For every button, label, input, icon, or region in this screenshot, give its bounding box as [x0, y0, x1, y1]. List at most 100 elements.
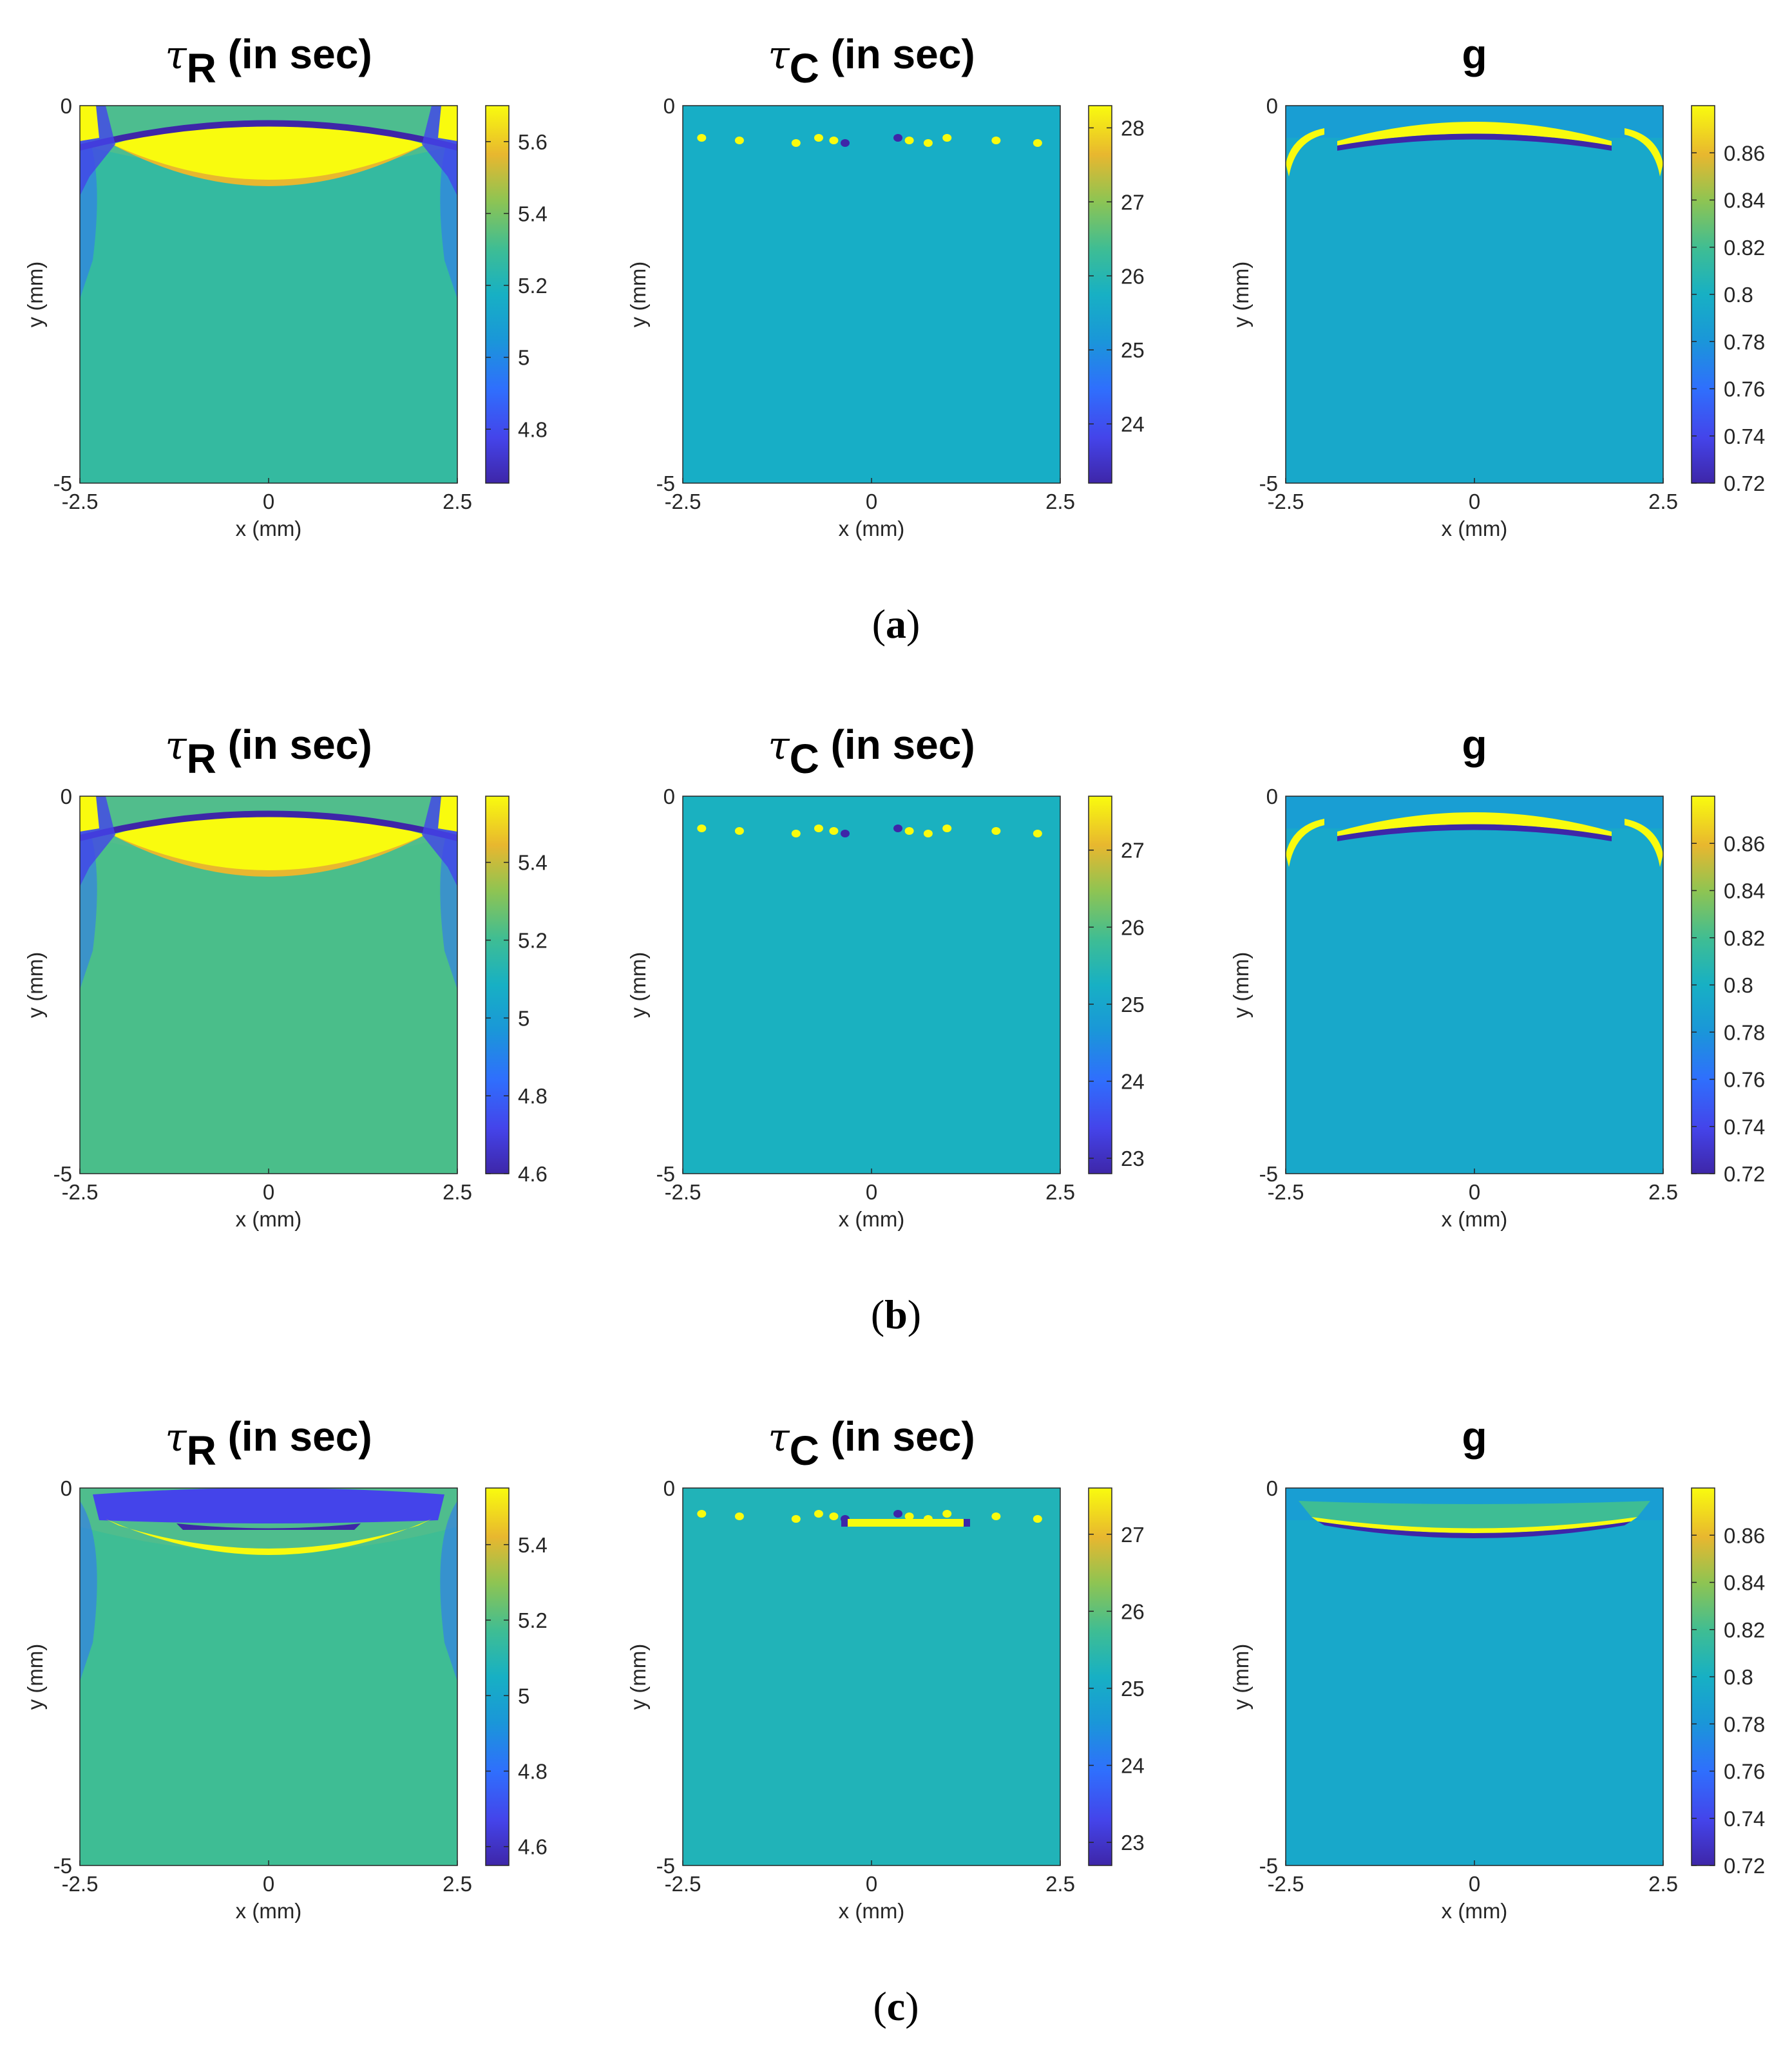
colorbar-tick-label: 4.8: [518, 1760, 548, 1784]
heatmap-dot: [1033, 830, 1042, 837]
heatmap-dot: [840, 830, 850, 837]
colorbar-tick-label: 0.74: [1724, 425, 1765, 448]
heatmap-dot: [829, 1512, 839, 1520]
heatmap-corner-right-yellow: [438, 796, 457, 832]
y-tick-label: 0: [1266, 785, 1278, 808]
colorbar-tick-label: 5.4: [518, 1533, 548, 1557]
heatmap-lens-yellow: [112, 122, 425, 183]
y-axis-label: y (mm): [626, 952, 650, 1018]
heatmap-lens-edge: [112, 144, 425, 186]
colorbar-tick-label: 23: [1121, 1831, 1145, 1855]
colorbar-tick-label: 0.8: [1724, 973, 1753, 997]
x-axis-label: x (mm): [236, 517, 302, 540]
x-tick-label: -2.5: [665, 490, 701, 513]
colorbar-tick-label: 0.78: [1724, 1020, 1765, 1044]
y-tick-label: 0: [663, 94, 675, 118]
heatmap-arc-dark: [1337, 133, 1612, 151]
colorbar-tick-label: 0.72: [1724, 1162, 1765, 1186]
panel-a-2-title: τC (in sec): [768, 31, 975, 91]
colorbar-tick-label: 0.74: [1724, 1115, 1765, 1139]
colorbar-tick-label: 0.82: [1724, 1618, 1765, 1642]
heatmap-arc-dark: [80, 120, 457, 151]
colorbar-tick-label: 0.86: [1724, 141, 1765, 165]
row-label-b: (b): [871, 1292, 921, 1337]
x-tick-label: 2.5: [1045, 1180, 1075, 1204]
panel-b-3: g -2.5 0 2.5 0 -5 x (mm) y (mm) 0.86 0.84 0.82 0.8 0…: [1229, 721, 1765, 1231]
heatmap-dot: [1033, 139, 1042, 147]
colorbar-tick-label: 0.78: [1724, 1712, 1765, 1736]
heatmap-region-right: [440, 1501, 457, 1681]
heatmap-dot: [893, 134, 903, 142]
x-tick-label: 2.5: [1045, 1872, 1075, 1896]
y-tick-label: 0: [663, 785, 675, 808]
heatmap-dot: [697, 825, 707, 832]
heatmap-dot: [991, 1512, 1001, 1520]
y-tick-label: -5: [53, 1162, 72, 1186]
heatmap-dot: [923, 139, 933, 147]
panel-b-2: τC (in sec) -2.5 0 2.5 0 -5 x (mm) y (mm) 27 26 25…: [626, 721, 1145, 1231]
heatmap-bar-yellow: [844, 1519, 966, 1527]
colorbar-tick-label: 0.82: [1724, 926, 1765, 950]
x-axis-label: x (mm): [839, 517, 905, 540]
heatmap-background: [683, 106, 1060, 483]
heatmap-corner-left: [1286, 128, 1324, 176]
x-tick-label: 0: [1469, 1872, 1480, 1896]
colorbar: [1088, 796, 1112, 1174]
heatmap-corner-left: [1286, 819, 1324, 867]
colorbar-tick-label: 0.72: [1724, 472, 1765, 495]
panel-c-2: τC (in sec) -2.5 0 2.5 0 -5 x (mm) y (mm) 27 26 25…: [626, 1413, 1145, 1923]
colorbar-tick-label: 5.2: [518, 274, 548, 298]
heatmap-corner-right: [1625, 819, 1663, 867]
x-axis-label: x (mm): [839, 1899, 905, 1923]
heatmap-lens-yellow: [112, 812, 425, 873]
heatmap-background: [683, 1488, 1060, 1865]
x-axis-label: x (mm): [839, 1207, 905, 1231]
heatmap-dot: [791, 830, 801, 837]
panel-b-1: τR (in sec) -2.5 0 2.5 0 -5 x (mm) y (mm) 5.4 5.2…: [23, 721, 548, 1231]
heatmap-dot: [840, 139, 850, 147]
y-axis-label: y (mm): [1229, 952, 1253, 1018]
colorbar: [1088, 1487, 1112, 1866]
x-tick-label: -2.5: [665, 1180, 701, 1204]
colorbar-tick-label: 4.8: [518, 417, 548, 441]
heatmap-dot: [814, 1510, 823, 1518]
colorbar: [485, 105, 510, 484]
colorbar-tick-label: 24: [1121, 1754, 1145, 1778]
panel-a-3: g -2.5 0 2.5 0 -5 x (mm) y (mm) 0.86 0.84 0.82 0.8 0…: [1229, 31, 1765, 540]
heatmap-dot: [791, 139, 801, 147]
colorbar-tick-label: 27: [1121, 190, 1145, 214]
heatmap-dot: [904, 1512, 914, 1520]
colorbar: [1088, 105, 1112, 484]
y-tick-label: -5: [53, 1854, 72, 1878]
y-axis-label: y (mm): [1229, 1644, 1253, 1710]
colorbar: [485, 1487, 510, 1866]
x-axis-label: x (mm): [1442, 517, 1508, 540]
colorbar-tick-label: 23: [1121, 1147, 1145, 1170]
x-tick-label: 0: [866, 1872, 877, 1896]
x-tick-label: -2.5: [62, 490, 99, 513]
heatmap-background: [1286, 1488, 1663, 1865]
x-axis-label: x (mm): [1442, 1207, 1508, 1231]
x-tick-label: 2.5: [443, 490, 472, 513]
x-tick-label: 2.5: [1648, 490, 1678, 513]
x-tick-label: 2.5: [1648, 1872, 1678, 1896]
colorbar-tick-label: 4.6: [518, 1835, 548, 1859]
heatmap-background: [1286, 796, 1663, 1174]
heatmap-dot: [829, 827, 839, 835]
colorbar-tick-label: 25: [1121, 1677, 1145, 1701]
heatmap-dot: [697, 1510, 707, 1518]
heatmap-dot: [893, 1510, 903, 1518]
heatmap-background: [683, 796, 1060, 1174]
panel-b-3-title: g: [1462, 721, 1487, 768]
heatmap-dot: [991, 827, 1001, 835]
heatmap-corner-right: [1625, 128, 1663, 176]
panel-b-2-title: τC (in sec): [768, 721, 975, 782]
heatmap-dot: [904, 137, 914, 144]
colorbar-tick-label: 0.82: [1724, 236, 1765, 260]
heatmap-region-left: [80, 1501, 97, 1681]
heatmap-dot: [923, 830, 933, 837]
y-tick-label: -5: [656, 1162, 675, 1186]
x-axis-label: x (mm): [236, 1207, 302, 1231]
colorbar-tick-label: 5: [518, 346, 529, 370]
